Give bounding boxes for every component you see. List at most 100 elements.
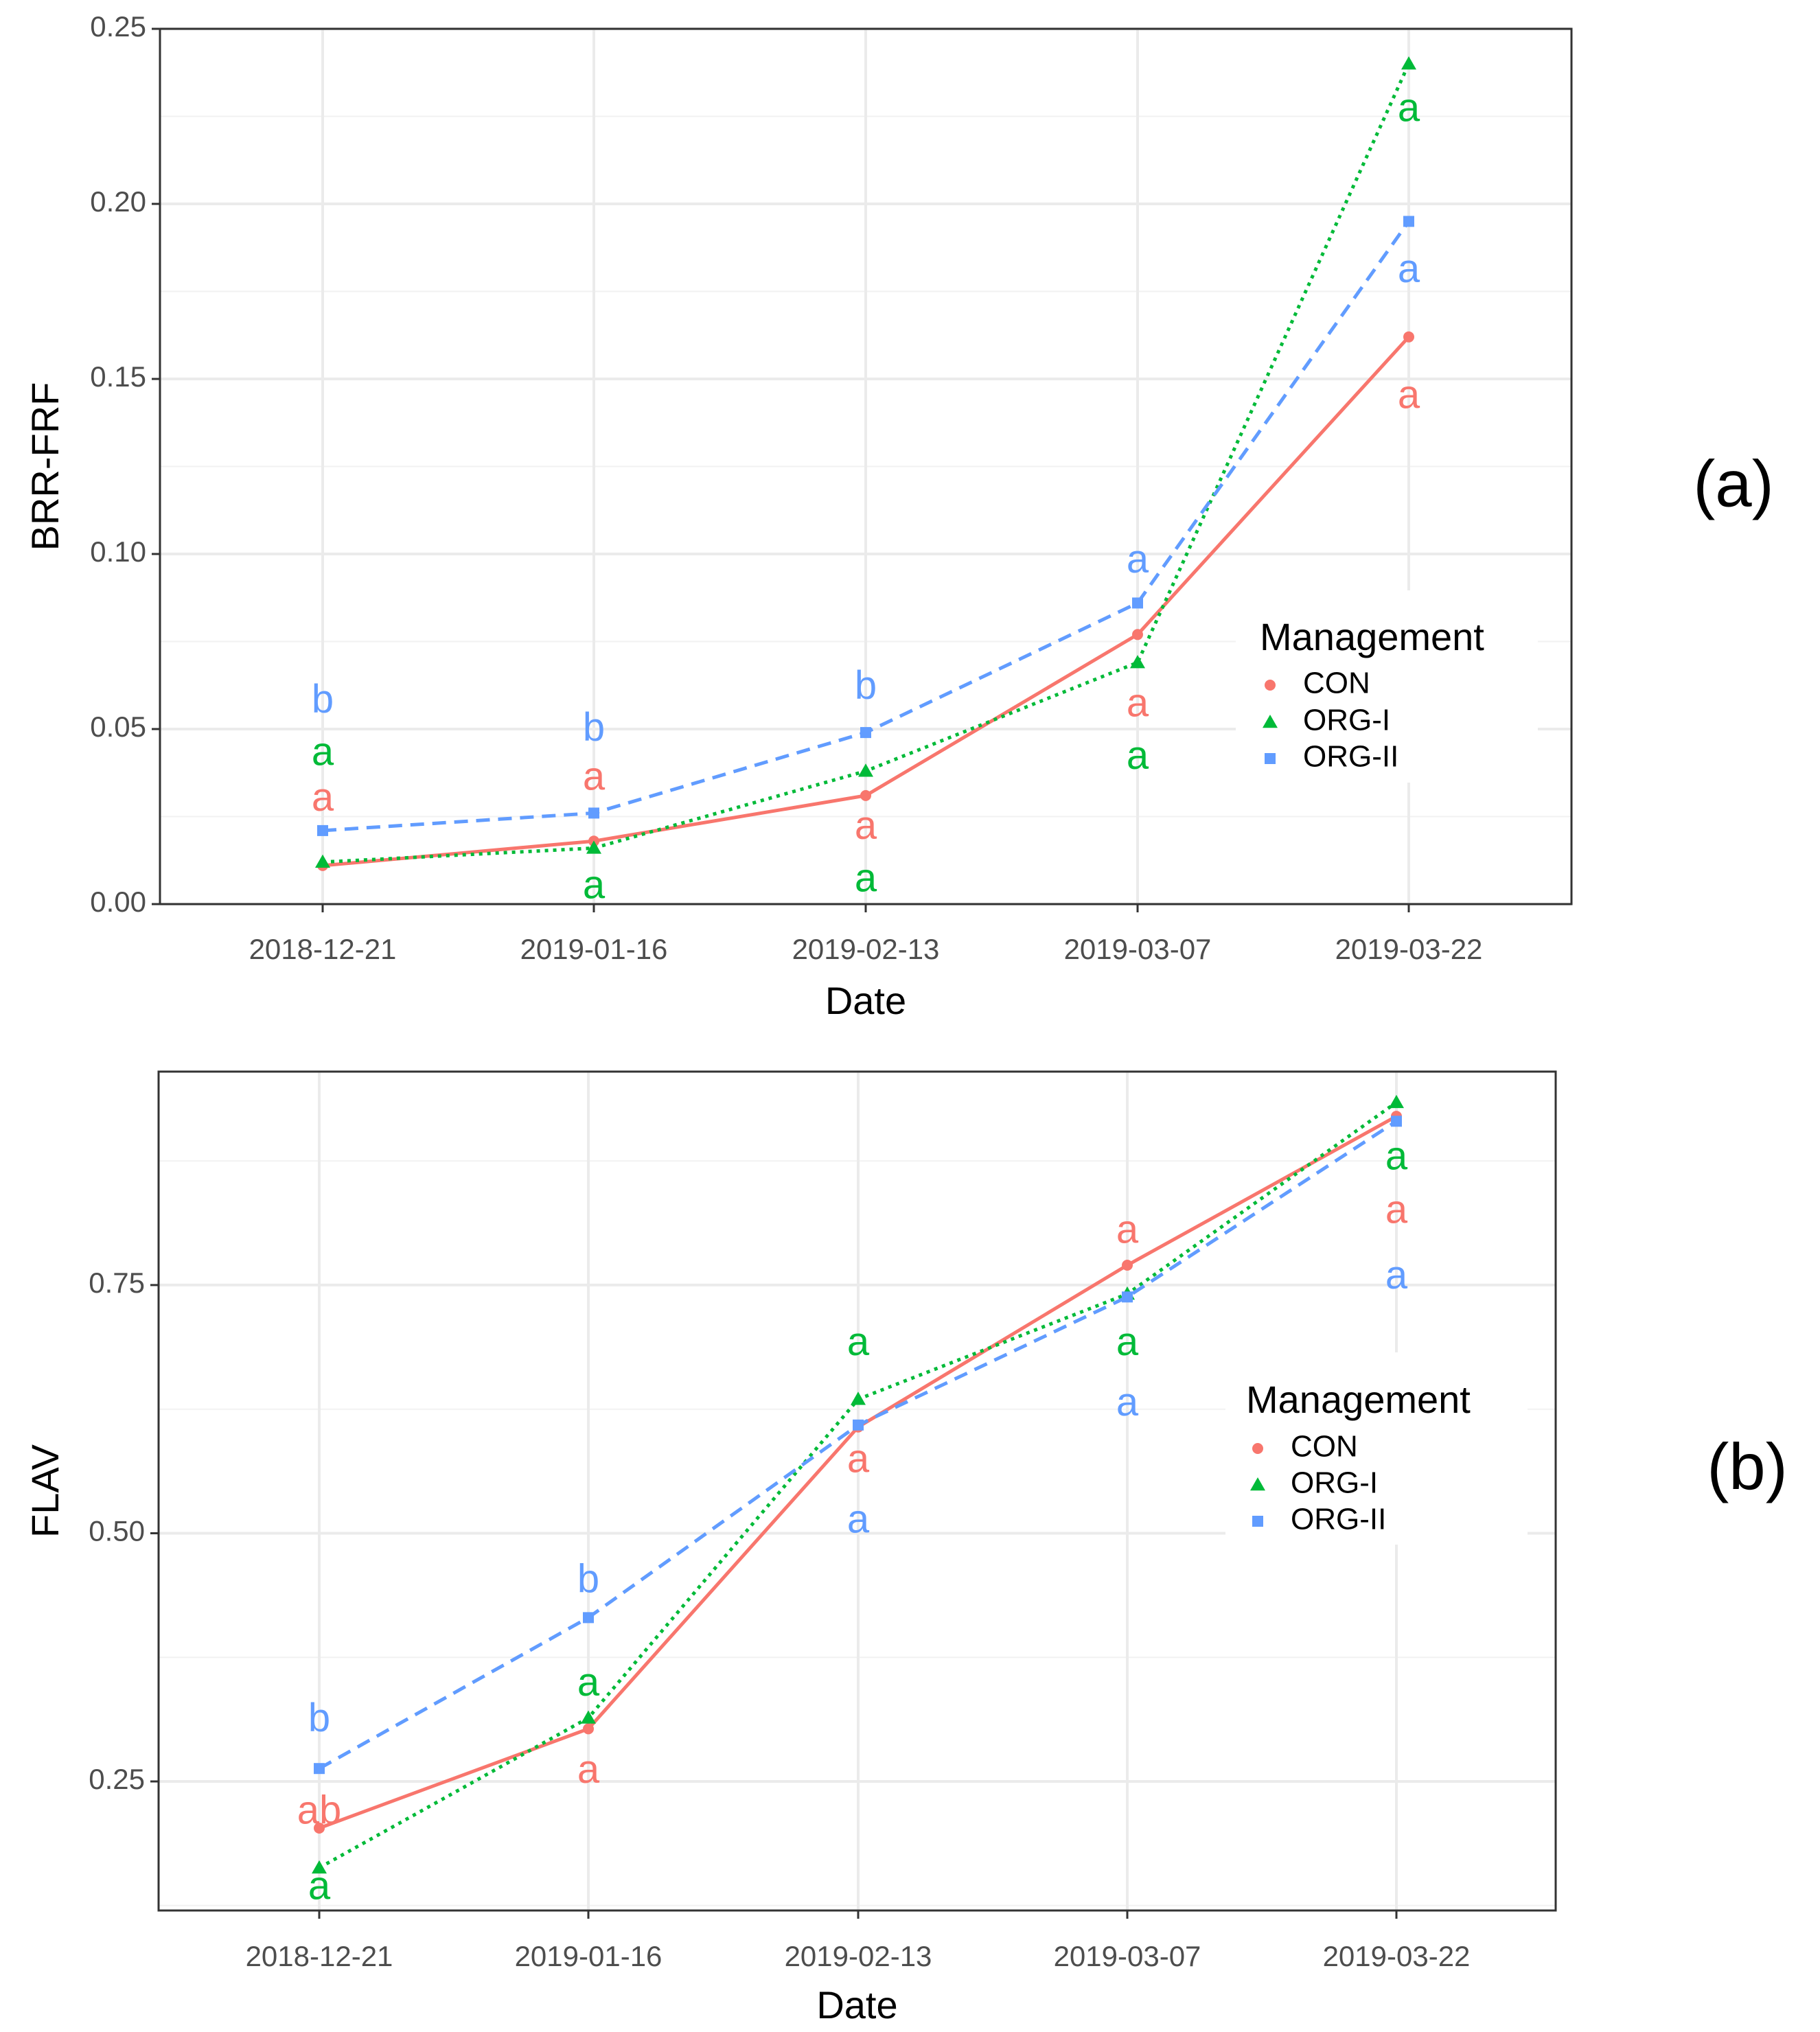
y-tick-label: 0.50 (89, 1515, 145, 1547)
significance-letter: a (847, 1319, 870, 1364)
legend-label: ORG-I (1291, 1466, 1378, 1500)
significance-letter: a (1398, 372, 1420, 417)
y-tick-label: 0.25 (89, 1763, 145, 1795)
significance-letter: a (577, 1660, 600, 1705)
legend-label: ORG-II (1303, 740, 1398, 774)
significance-letter: a (847, 1437, 870, 1481)
y-tick-label: 0.05 (90, 711, 146, 743)
legend-background (1236, 590, 1538, 783)
x-tick-label: 2018-12-21 (246, 1940, 393, 1972)
data-point-org-ii (588, 807, 599, 819)
significance-letter: a (583, 754, 606, 798)
legend-background (1225, 1352, 1528, 1545)
significance-letter: a (1398, 85, 1420, 130)
data-point-org-ii (1391, 1116, 1402, 1127)
significance-letter: a (1385, 1133, 1408, 1178)
data-point-org-ii (1403, 216, 1414, 227)
y-tick-label: 0.75 (89, 1267, 145, 1299)
y-tick-label: 0.25 (90, 10, 146, 43)
x-tick-label: 2019-01-16 (520, 933, 668, 965)
legend-label: CON (1303, 667, 1370, 700)
significance-letter: a (1116, 1380, 1139, 1424)
y-axis-title: BRR-FRF (23, 382, 67, 551)
y-tick-label: 0.15 (90, 360, 146, 393)
significance-letter: a (847, 1497, 870, 1542)
significance-letter: b (855, 663, 877, 708)
significance-letter: a (1116, 1319, 1139, 1364)
significance-letter: a (1127, 733, 1149, 778)
data-point-org-ii (1122, 1291, 1133, 1303)
legend-label: CON (1291, 1430, 1358, 1464)
x-tick-label: 2019-01-16 (515, 1940, 663, 1972)
x-tick-label: 2019-03-22 (1323, 1940, 1471, 1972)
data-point-org-i (1389, 1094, 1404, 1109)
data-point-org-ii (317, 824, 328, 836)
panel-label: (a) (1693, 447, 1773, 520)
data-point-org-ii (860, 727, 871, 739)
legend-key-con (1252, 1443, 1263, 1454)
legend-label: ORG-II (1291, 1503, 1386, 1536)
data-point-org-i (312, 1860, 327, 1874)
legend-label: ORG-I (1303, 704, 1390, 737)
data-point-con (1403, 331, 1414, 343)
significance-letter: a (583, 862, 606, 907)
x-axis-title: Date (825, 979, 906, 1022)
significance-letter: a (1116, 1207, 1139, 1251)
data-point-org-i (1130, 655, 1145, 669)
y-axis-title: FLAV (23, 1444, 67, 1538)
legend-key-org-ii (1252, 1516, 1263, 1527)
y-tick-label: 0.10 (90, 535, 146, 568)
legend-key-con (1265, 680, 1276, 691)
significance-letter: a (1127, 680, 1149, 725)
data-point-con (583, 1723, 594, 1735)
legend-title: Management (1260, 615, 1484, 658)
legend-key-org-ii (1265, 753, 1276, 764)
significance-letter: a (855, 803, 877, 848)
data-point-org-i (315, 854, 330, 868)
x-tick-label: 2019-03-07 (1054, 1940, 1201, 1972)
significance-letter: a (312, 775, 334, 820)
data-point-org-i (858, 763, 873, 777)
data-point-con (860, 789, 871, 801)
x-axis-title: Date (816, 1983, 897, 2027)
data-point-org-i (581, 1710, 596, 1724)
x-tick-label: 2018-12-21 (249, 933, 397, 965)
significance-letter: b (583, 705, 605, 750)
significance-letter: b (308, 1696, 330, 1740)
legend-key-org-i (1263, 715, 1278, 728)
data-point-org-ii (314, 1763, 325, 1775)
x-tick-label: 2019-03-07 (1064, 933, 1212, 965)
significance-letter: a (312, 730, 334, 774)
x-tick-label: 2019-02-13 (792, 933, 940, 965)
significance-letter: a (577, 1747, 600, 1792)
significance-letter: a (1385, 1188, 1408, 1232)
significance-letter: ab (297, 1788, 342, 1832)
significance-letter: b (312, 677, 334, 721)
legend-key-org-i (1250, 1477, 1265, 1491)
legend-title: Management (1246, 1378, 1471, 1421)
data-point-org-i (586, 840, 601, 854)
significance-letter: a (1385, 1253, 1408, 1297)
panel-label: (b) (1707, 1430, 1787, 1503)
data-point-con (1122, 1260, 1133, 1271)
y-tick-label: 0.20 (90, 185, 146, 218)
data-point-org-ii (1132, 597, 1143, 609)
data-point-con (314, 1822, 325, 1834)
data-point-org-i (1401, 56, 1416, 70)
significance-letter: a (308, 1863, 331, 1908)
significance-letter: b (577, 1556, 599, 1601)
data-point-con (1132, 629, 1143, 640)
data-point-org-ii (853, 1419, 864, 1431)
x-tick-label: 2019-02-13 (785, 1940, 932, 1972)
significance-letter: a (855, 855, 877, 900)
significance-letter: a (1398, 246, 1420, 291)
x-tick-label: 2019-03-22 (1335, 933, 1483, 965)
y-tick-label: 0.00 (90, 886, 146, 918)
data-point-org-ii (583, 1612, 594, 1624)
data-point-org-i (851, 1392, 866, 1405)
